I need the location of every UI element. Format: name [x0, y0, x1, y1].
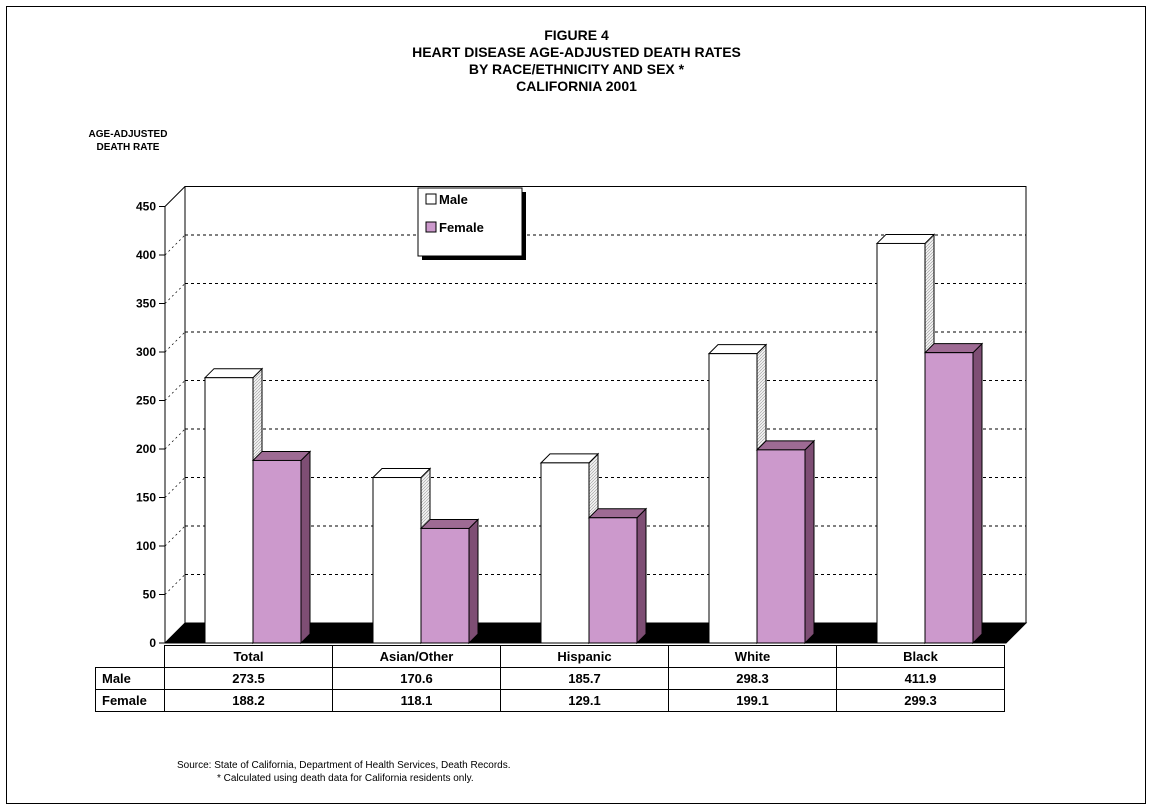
y-tick-label: 350	[136, 297, 156, 311]
data-cell: 170.6	[332, 667, 501, 690]
figure-number: FIGURE 4	[544, 27, 609, 43]
male-bar	[540, 462, 590, 644]
data-table-row: Female 188.2 118.1 129.1 199.1 299.3	[95, 689, 1005, 712]
gridline-depth	[164, 525, 186, 547]
gridline-depth	[164, 331, 186, 353]
data-table-header-row: Total Asian/Other Hispanic White Black	[95, 645, 1005, 668]
data-cell: 273.5	[164, 667, 333, 690]
y-axis-title-line: AGE-ADJUSTED	[88, 129, 168, 140]
title-line: HEART DISEASE AGE-ADJUSTED DEATH RATES	[412, 44, 741, 60]
female-bar	[252, 459, 302, 644]
y-tick-label: 250	[136, 394, 156, 408]
data-table-row-label: Female	[95, 689, 165, 712]
y-axis-title-line: DEATH RATE	[96, 142, 160, 153]
y-tick-label: 450	[136, 200, 156, 214]
source-note: Source: State of California, Department …	[177, 759, 511, 785]
legend: Male Female	[417, 187, 526, 260]
bar-top	[875, 233, 936, 244]
gridline-depth	[164, 477, 186, 498]
data-cell: 199.1	[668, 689, 837, 712]
y-tick-label: 200	[136, 442, 156, 456]
data-cell: 411.9	[836, 667, 1005, 690]
legend-label: Female	[439, 220, 484, 235]
y-tick-label: 50	[143, 588, 157, 602]
data-cell: 129.1	[500, 689, 669, 712]
female-bar	[756, 449, 806, 644]
y-tick-label: 400	[136, 248, 156, 262]
y-tick-label: 100	[136, 539, 156, 553]
bar-top	[707, 344, 768, 355]
legend-swatch	[425, 193, 437, 205]
source-line: Source: State of California, Department …	[177, 760, 511, 771]
female-bar	[924, 352, 974, 644]
data-cell: 185.7	[500, 667, 669, 690]
data-cell: 188.2	[164, 689, 333, 712]
male-bar	[372, 477, 422, 644]
title-line: CALIFORNIA 2001	[516, 78, 637, 94]
bar-top	[539, 453, 600, 464]
y-tick-label: 0	[149, 636, 156, 650]
gridline-depth	[164, 380, 186, 401]
category-label: Asian/Other	[332, 645, 501, 668]
bars	[203, 233, 984, 645]
title-line: BY RACE/ETHNICITY AND SEX *	[468, 61, 685, 77]
gridline-depth	[164, 428, 186, 450]
bar-top	[587, 508, 648, 519]
bar-side	[804, 439, 815, 645]
legend-label: Male	[439, 192, 468, 207]
category-label: White	[668, 645, 837, 668]
gridline-depth	[164, 234, 186, 256]
y-axis-title: AGE-ADJUSTED DEATH RATE	[58, 128, 198, 154]
female-bar	[420, 527, 470, 644]
bar-top	[755, 440, 816, 451]
data-table: Total Asian/Other Hispanic White Black Male …	[95, 645, 1005, 712]
footnote-line: * Calculated using death data for Califo…	[217, 773, 474, 784]
chart-title: FIGURE 4 HEART DISEASE AGE-ADJUSTED DEAT…	[0, 27, 1153, 95]
bar-top	[419, 518, 480, 529]
category-label: Black	[836, 645, 1005, 668]
male-bar	[204, 377, 254, 644]
bar-side	[972, 342, 983, 645]
gridline-depth	[164, 574, 186, 595]
data-table-corner	[95, 645, 165, 668]
data-table-row-label: Male	[95, 667, 165, 690]
data-cell: 299.3	[836, 689, 1005, 712]
axis-top-edge	[164, 186, 186, 207]
bar-top	[371, 468, 432, 479]
category-label: Hispanic	[500, 645, 669, 668]
data-cell: 298.3	[668, 667, 837, 690]
bar-top	[203, 368, 264, 379]
bar-top	[923, 343, 984, 354]
bar-side	[300, 450, 311, 645]
bar-top	[251, 450, 312, 461]
bar-side	[636, 507, 647, 645]
category-label: Total	[164, 645, 333, 668]
y-tick-label: 150	[136, 491, 156, 505]
y-tick-label: 300	[136, 345, 156, 359]
data-table-row: Male 273.5 170.6 185.7 298.3 411.9	[95, 667, 1005, 690]
legend-swatch	[425, 221, 437, 233]
female-bar	[588, 517, 638, 644]
male-bar	[876, 242, 926, 644]
bar-side	[468, 518, 479, 645]
male-bar	[708, 353, 758, 644]
figure-frame	[6, 6, 1146, 804]
gridline-depth	[164, 283, 186, 304]
data-cell: 118.1	[332, 689, 501, 712]
